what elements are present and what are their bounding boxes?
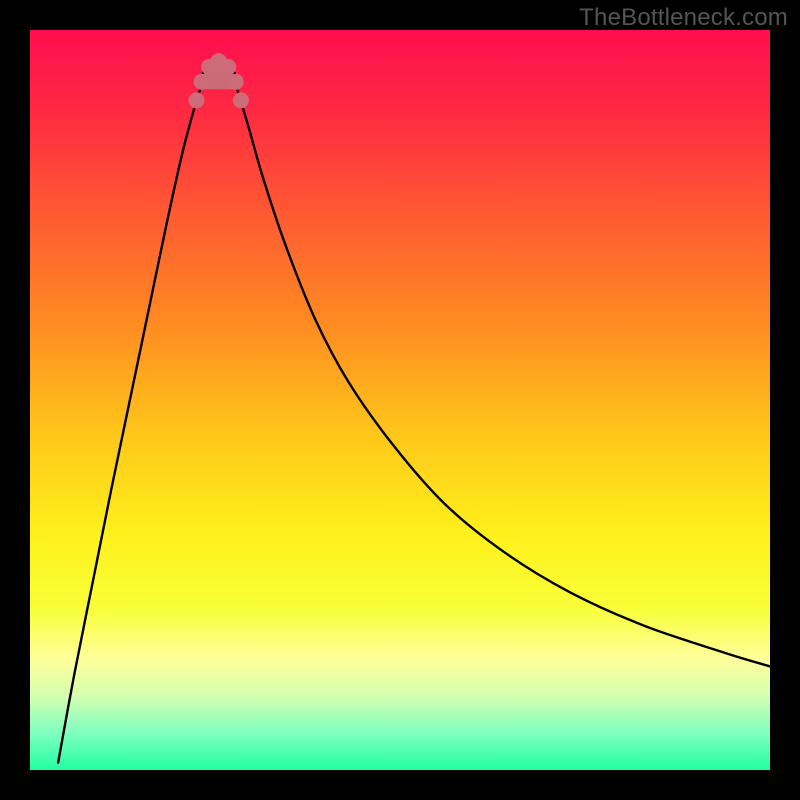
trough-marker [220, 59, 236, 75]
curve-right-branch [237, 89, 770, 666]
trough-marker [189, 92, 205, 108]
trough-marker [233, 92, 249, 108]
curve-left-branch [58, 89, 200, 762]
curve-layer [30, 30, 770, 770]
trough-marker [194, 74, 210, 90]
watermark-text: TheBottleneck.com [579, 4, 788, 32]
plot-area [30, 30, 770, 770]
trough-marker [228, 74, 244, 90]
chart-frame: TheBottleneck.com [0, 0, 800, 800]
